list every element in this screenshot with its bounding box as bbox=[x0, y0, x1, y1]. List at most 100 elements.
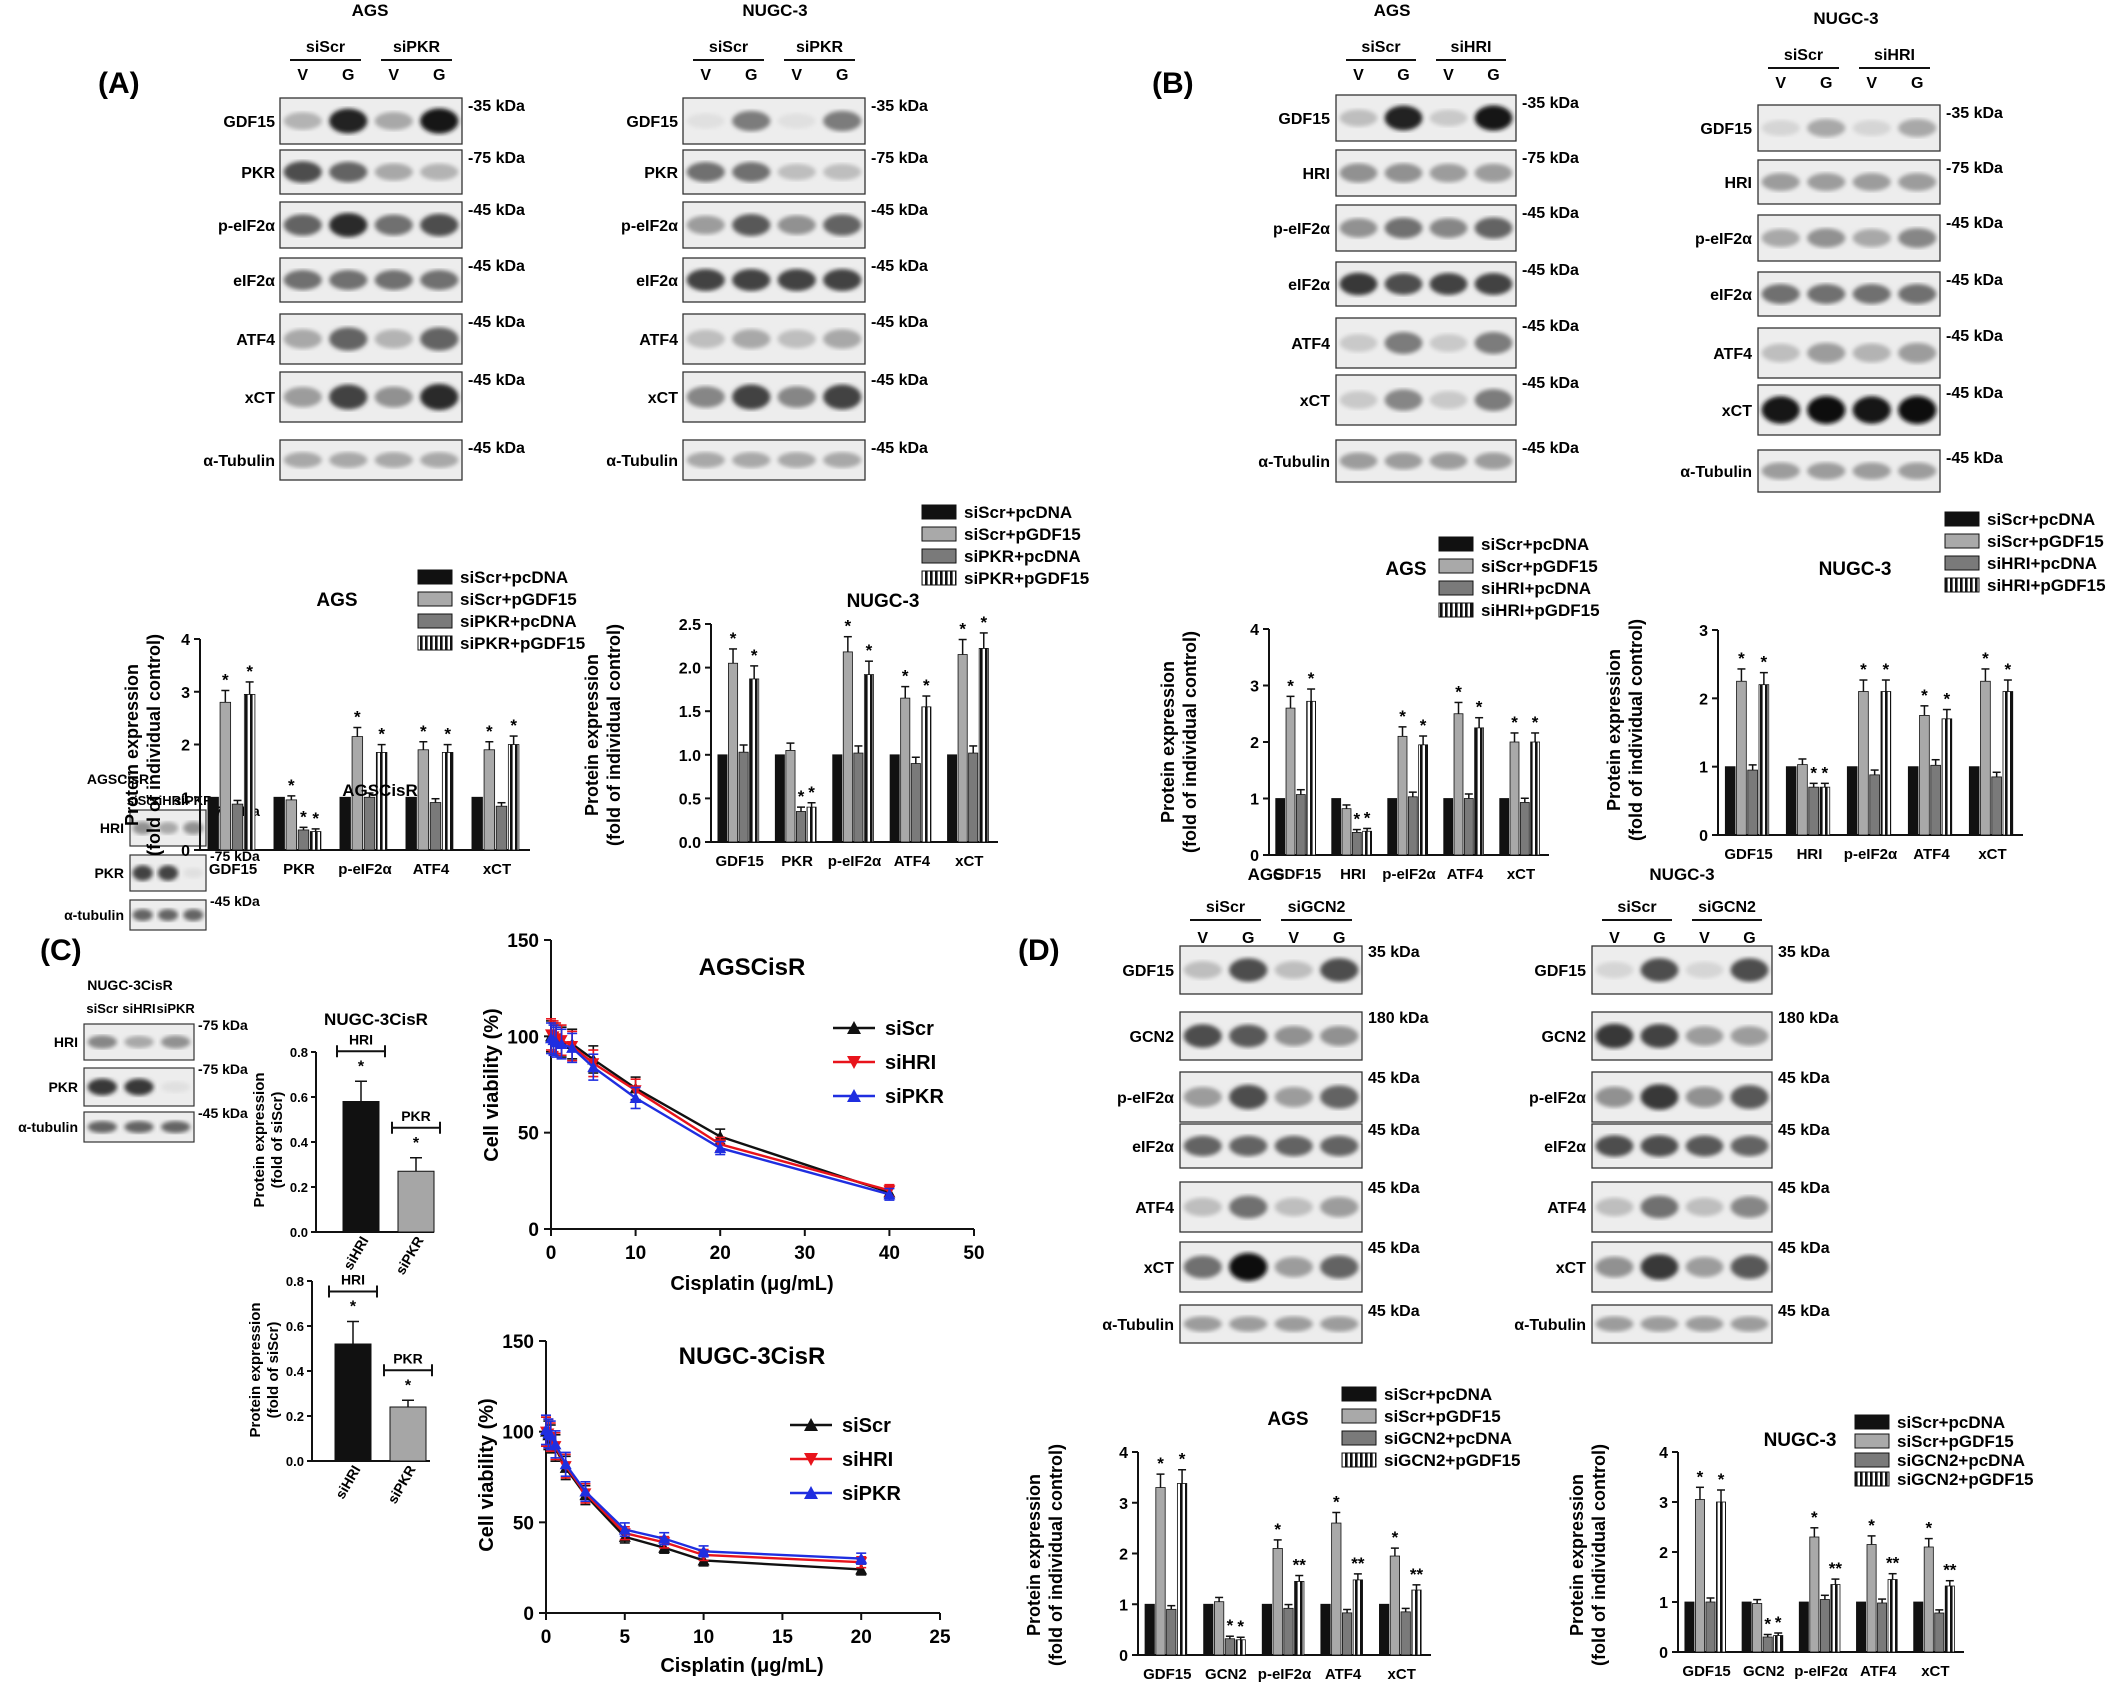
protein-label: GDF15 bbox=[223, 114, 275, 131]
lane-label: siScr bbox=[127, 793, 159, 808]
kda-marker: -45 kDa bbox=[468, 202, 525, 219]
bar bbox=[243, 693, 256, 851]
band bbox=[1595, 1023, 1634, 1049]
y-tick-label: 2 bbox=[1699, 691, 1708, 708]
x-tick-label: 40 bbox=[879, 1243, 900, 1264]
band bbox=[1229, 1316, 1268, 1332]
blot-cell-line: AGSCisR bbox=[87, 771, 149, 787]
kda-marker: 35 kDa bbox=[1778, 944, 1830, 961]
band bbox=[329, 452, 368, 468]
x-tick-label: ATF4 bbox=[1325, 1666, 1362, 1683]
band bbox=[1384, 163, 1423, 183]
bar bbox=[1453, 713, 1464, 856]
lane-label: G bbox=[1653, 930, 1665, 947]
kda-marker: -45 kDa bbox=[468, 372, 525, 389]
data-point bbox=[855, 1552, 868, 1564]
band bbox=[420, 163, 459, 181]
protein-label: p-eIF2α bbox=[1695, 231, 1752, 248]
band bbox=[1320, 1026, 1359, 1046]
band bbox=[1229, 1253, 1268, 1281]
legend-label: siScr+pGDF15 bbox=[1481, 557, 1598, 576]
legend-label: siHRI+pGDF15 bbox=[1987, 576, 2106, 595]
bar bbox=[273, 796, 285, 851]
kda-marker: -75 kDa bbox=[198, 1061, 248, 1077]
bar bbox=[1705, 1601, 1716, 1653]
band bbox=[1685, 1086, 1724, 1108]
y-tick-label: 3 bbox=[1250, 679, 1259, 696]
significance-marker: * bbox=[1364, 808, 1371, 827]
bar bbox=[1919, 715, 1930, 836]
bar-chart-c-agscisr-bar: 0.0 0.2 0.4 0.6 0.8 Protein expression (fold o… bbox=[251, 781, 441, 1277]
significance-marker: * bbox=[1455, 682, 1462, 701]
x-tick-label: 0 bbox=[546, 1243, 557, 1264]
band bbox=[124, 1078, 154, 1096]
band bbox=[1183, 1135, 1222, 1157]
bar bbox=[1866, 1544, 1877, 1653]
protein-label: α-tubulin bbox=[64, 907, 124, 923]
legend-swatch bbox=[1438, 602, 1474, 618]
band bbox=[1898, 342, 1937, 364]
x-tick-label: p-eIF2α bbox=[1844, 846, 1898, 863]
band bbox=[132, 909, 153, 921]
x-tick-label: PKR bbox=[781, 853, 813, 870]
data-point bbox=[714, 1130, 727, 1142]
legend-label: siPKR+pGDF15 bbox=[460, 634, 585, 653]
chart-title: AGS bbox=[316, 590, 357, 611]
y-tick-label: 0 bbox=[1250, 848, 1259, 865]
band bbox=[374, 163, 413, 181]
y-tick-label: 50 bbox=[513, 1513, 534, 1534]
band bbox=[87, 1121, 118, 1133]
bar bbox=[1923, 1546, 1934, 1653]
band bbox=[283, 452, 322, 468]
significance-marker: * bbox=[959, 620, 966, 639]
bar bbox=[1214, 1601, 1225, 1656]
protein-label: p-eIF2α bbox=[1117, 1090, 1174, 1107]
kda-marker: 45 kDa bbox=[1778, 1240, 1830, 1257]
x-tick-label: 10 bbox=[625, 1243, 646, 1264]
legend-marker bbox=[804, 1453, 818, 1466]
band bbox=[283, 214, 322, 236]
band bbox=[283, 329, 322, 349]
bar bbox=[389, 1406, 427, 1462]
x-tick-label: PKR bbox=[283, 861, 315, 878]
band bbox=[1852, 284, 1891, 304]
protein-label: GDF15 bbox=[1534, 963, 1586, 980]
x-tick-label: 15 bbox=[772, 1627, 794, 1648]
kda-marker: -45 kDa bbox=[1946, 450, 2003, 467]
legend-label: siScr bbox=[885, 1018, 934, 1040]
bar bbox=[910, 763, 921, 843]
y-axis-label: Protein expression bbox=[122, 664, 142, 826]
bar bbox=[471, 796, 483, 851]
band bbox=[686, 113, 725, 129]
legend-label: siScr+pcDNA bbox=[1987, 510, 2095, 529]
protein-label: ATF4 bbox=[639, 332, 678, 349]
lane-label: G bbox=[745, 67, 757, 84]
legend-swatch bbox=[417, 569, 453, 585]
band bbox=[283, 161, 322, 183]
bar bbox=[1880, 691, 1892, 836]
lane-label: V bbox=[1699, 930, 1710, 947]
significance-marker: * bbox=[1944, 690, 1951, 709]
significance-marker: * bbox=[751, 646, 758, 665]
bar bbox=[717, 754, 728, 843]
y-tick-label: 1 bbox=[1250, 792, 1259, 809]
kda-marker: 45 kDa bbox=[1368, 1180, 1420, 1197]
data-point bbox=[566, 1041, 579, 1053]
x-tick-label: siPKR bbox=[384, 1463, 418, 1507]
significance-marker: * bbox=[300, 807, 307, 826]
x-tick-label: GDF15 bbox=[1724, 846, 1772, 863]
bar bbox=[1474, 727, 1484, 856]
bar bbox=[1930, 764, 1941, 836]
significance-marker: * bbox=[902, 667, 909, 686]
x-tick-label: ATF4 bbox=[413, 861, 450, 878]
bar-chart-d-nugc3: 0 1 2 3 4 Protein expression (fold of individu… bbox=[1567, 1413, 2034, 1680]
lane-label: siHRI bbox=[122, 1001, 155, 1016]
band bbox=[1384, 273, 1423, 295]
y-tick-label: 50 bbox=[518, 1124, 539, 1145]
significance-marker: ** bbox=[1351, 1554, 1365, 1573]
band bbox=[374, 386, 413, 408]
x-tick-label: 20 bbox=[710, 1243, 731, 1264]
x-tick-label: p-eIF2α bbox=[1794, 1663, 1848, 1680]
band bbox=[1898, 462, 1937, 480]
